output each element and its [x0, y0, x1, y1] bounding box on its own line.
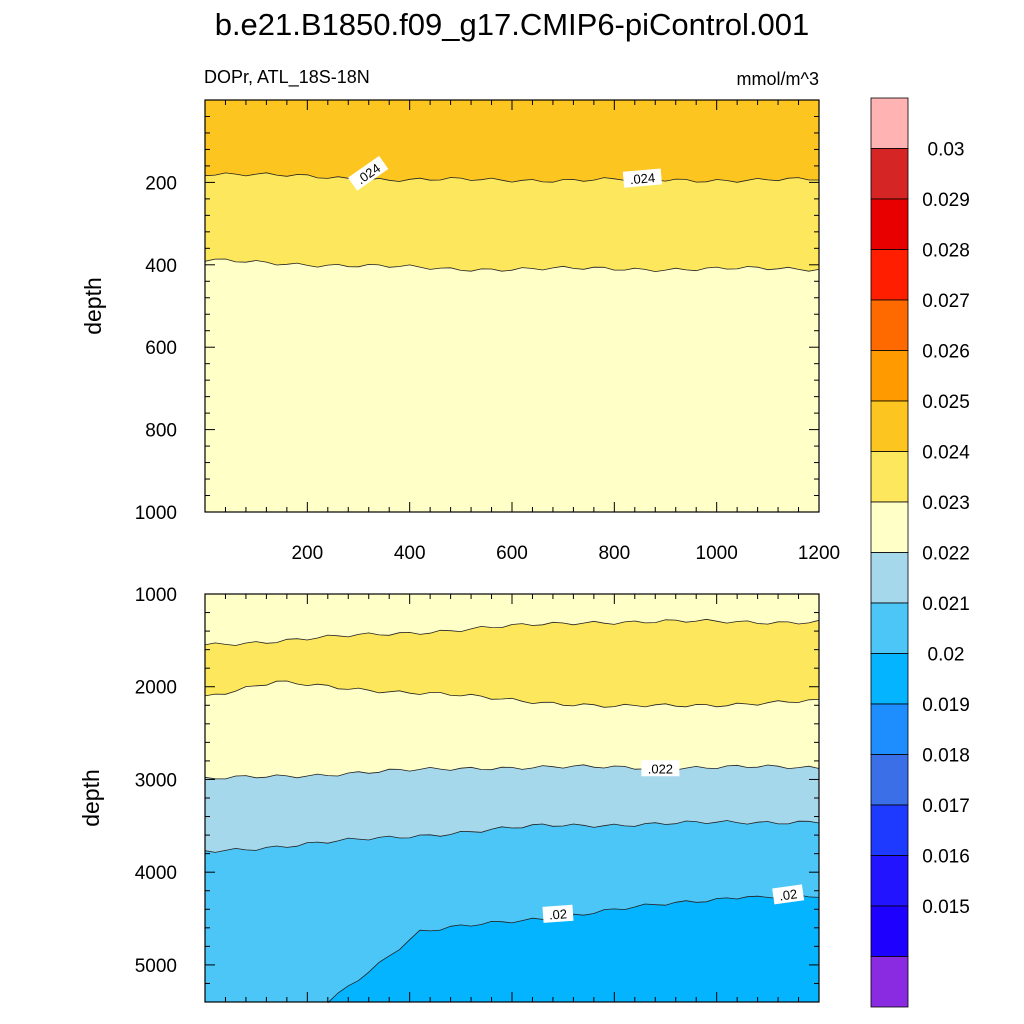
bottom-contour-line [204, 680, 820, 708]
colorbar-label: 0.028 [922, 241, 970, 262]
colorbar-swatch [870, 198, 909, 250]
colorbar: 0.03 0.029 0.028 0.027 0.026 0.025 0.024 0.023 0… [870, 97, 970, 1008]
bottom-contour-label: .02 [542, 904, 574, 923]
bottom-contour-band [205, 594, 819, 646]
colorbar-swatch [870, 552, 909, 604]
top-contour-label-bg [348, 155, 389, 191]
colorbar-swatch [870, 97, 909, 149]
chart-title: b.e21.B1850.f09_g17.CMIP6-piControl.001 [215, 7, 810, 42]
top-y-tick-label: 600 [145, 338, 177, 359]
bottom-contour-label-text: .02 [778, 886, 798, 903]
colorbar-swatch [870, 804, 909, 856]
bottom-contour-label: .022 [641, 760, 680, 777]
top-x-tick-label: 800 [598, 543, 630, 564]
colorbar-swatch [870, 855, 909, 907]
colorbar-label: 0.017 [922, 796, 970, 817]
units-label: mmol/m^3 [737, 69, 819, 89]
bottom-contour-band [205, 764, 819, 853]
bottom-panel: 1000 2000 3000 4000 5000 .022 .02 .02 depth [78, 585, 820, 1004]
bottom-contour-line [204, 764, 820, 780]
colorbar-swatch [870, 299, 909, 351]
bottom-contour-band [205, 681, 819, 779]
colorbar-label: 0.029 [922, 190, 970, 211]
bottom-y-tick-label: 2000 [135, 678, 177, 699]
bottom-y-tick-label: 3000 [135, 770, 177, 791]
colorbar-label: 0.026 [922, 342, 970, 363]
colorbar-swatch [870, 350, 909, 402]
top-contour-line [204, 258, 820, 273]
top-contour-line [204, 172, 819, 183]
colorbar-label: 0.025 [922, 392, 970, 413]
colorbar-label: 0.03 [928, 140, 965, 161]
top-x-tick-label: 400 [394, 543, 426, 564]
colorbar-swatch [870, 703, 909, 755]
top-contour-label: .024 [622, 168, 663, 188]
top-x-tick-label: 200 [291, 543, 323, 564]
top-y-tick-label: 1000 [135, 503, 177, 524]
bottom-contour-label-bg [542, 904, 574, 923]
bottom-contour-label-bg [641, 760, 680, 777]
colorbar-swatch [870, 956, 909, 1008]
top-x-tick-label: 600 [496, 543, 528, 564]
top-contour-label-bg [622, 168, 663, 188]
bottom-contour-label-text: .022 [648, 761, 673, 776]
bottom-contour-band [327, 894, 819, 1003]
top-y-tick-label: 800 [145, 421, 177, 442]
colorbar-swatch [870, 451, 909, 503]
colorbar-swatch [870, 400, 909, 452]
bottom-y-axis-label: depth [78, 769, 104, 827]
bottom-contour-label-bg [772, 884, 805, 905]
colorbar-swatch [870, 249, 909, 301]
colorbar-swatch [870, 905, 909, 957]
bottom-contour-label: .02 [772, 884, 805, 905]
top-contour-label-text: .024 [629, 170, 656, 187]
colorbar-swatch [870, 602, 909, 654]
bottom-contour-band [205, 619, 819, 708]
colorbar-label: 0.019 [922, 695, 970, 716]
bottom-contour-label-text: .02 [548, 906, 567, 922]
colorbar-swatch [870, 148, 909, 200]
bottom-contour-line [327, 894, 820, 1004]
colorbar-label: 0.022 [922, 544, 970, 565]
bottom-y-tick-label: 4000 [135, 863, 177, 884]
top-x-tick-label: 1200 [798, 543, 840, 564]
colorbar-label: 0.015 [922, 897, 970, 918]
bottom-y-tick-label: 1000 [135, 585, 177, 606]
top-contour-band [205, 100, 819, 183]
top-contour-band [205, 172, 819, 272]
top-y-tick-label: 200 [145, 173, 177, 194]
top-panel: 200 400 600 800 1000 200 400 600 800 1000 1200 .024… [80, 99, 840, 564]
colorbar-swatch [870, 501, 909, 553]
colorbar-label: 0.023 [922, 493, 970, 514]
colorbar-label: 0.016 [922, 847, 970, 868]
colorbar-label: 0.021 [922, 594, 970, 615]
bottom-contour-line [204, 820, 820, 853]
colorbar-swatch [870, 754, 909, 806]
bottom-contour-line [204, 618, 820, 646]
variable-label: DOPr, ATL_18S-18N [204, 67, 370, 88]
colorbar-swatch [870, 653, 909, 705]
top-y-tick-label: 400 [145, 256, 177, 277]
colorbar-label: 0.024 [922, 443, 970, 464]
colorbar-label: 0.018 [922, 746, 970, 767]
top-contour-band [205, 259, 819, 512]
top-x-tick-label: 1000 [696, 543, 738, 564]
colorbar-label: 0.027 [922, 291, 970, 312]
bottom-y-tick-label: 5000 [135, 956, 177, 977]
top-y-axis-label: depth [80, 277, 106, 335]
colorbar-label: 0.02 [928, 645, 965, 666]
